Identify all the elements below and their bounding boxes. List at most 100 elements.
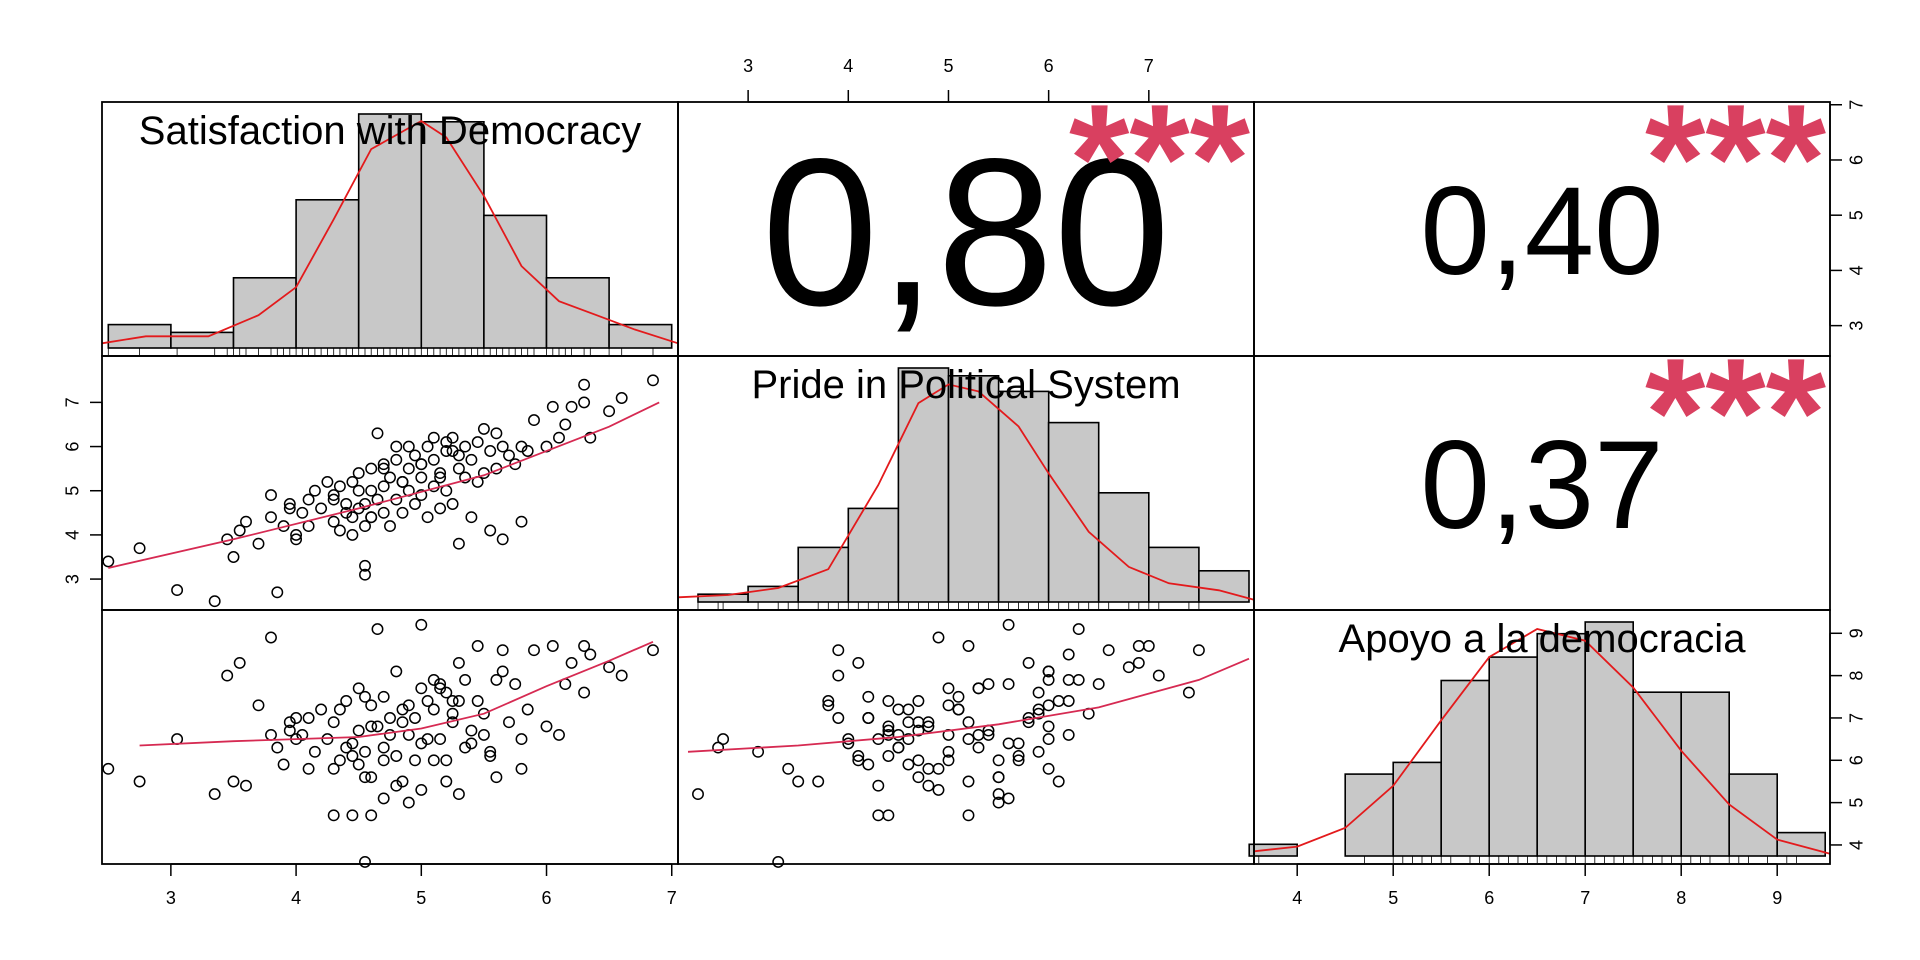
histogram-bar — [1728, 773, 1778, 857]
scatter-point — [415, 682, 428, 695]
scatter-point — [862, 712, 875, 724]
scatter-point — [832, 712, 845, 724]
scatter-point — [359, 690, 371, 703]
density-curve — [101, 119, 679, 345]
scatter-point — [446, 707, 459, 720]
scatter-point — [1182, 686, 1195, 699]
variable-label: Apoyo a la democracia — [1339, 617, 1747, 661]
scatter-point — [283, 502, 296, 515]
scatter-point — [852, 656, 865, 669]
scatter-point — [171, 584, 184, 597]
scatter-point — [932, 631, 945, 644]
scatter-point — [377, 462, 390, 475]
scatter-point — [1122, 661, 1135, 674]
scatter-point — [490, 427, 503, 440]
scatter-point — [346, 511, 359, 524]
tick-label: 6 — [63, 442, 83, 452]
scatter-point — [477, 728, 490, 741]
scatter-point — [1002, 737, 1015, 750]
scatter-point — [565, 400, 578, 413]
scatter-point — [528, 414, 540, 427]
scatter-point — [359, 568, 371, 581]
scatter-point — [942, 699, 955, 712]
scatter-point — [102, 762, 115, 775]
scatter-point — [902, 716, 915, 729]
loess-smooth-line — [139, 640, 654, 747]
scatter-point — [1072, 623, 1085, 636]
scatter-point — [1032, 745, 1045, 758]
tick-label: 8 — [1847, 671, 1867, 681]
scatter-point — [822, 699, 835, 712]
rug-marks — [1258, 856, 1797, 863]
scatter-point — [1042, 673, 1055, 686]
significance-stars: *** — [1645, 326, 1827, 499]
tick-label: 4 — [843, 56, 853, 76]
scatter-point — [396, 703, 409, 716]
scatter-point — [942, 745, 955, 758]
scatter-point — [352, 758, 365, 771]
scatter-point — [540, 720, 553, 733]
tick-label: 6 — [1847, 155, 1867, 165]
scatter-point — [559, 418, 572, 431]
scatter-point — [352, 484, 365, 497]
histogram-bar — [1148, 546, 1200, 603]
scatter-point — [872, 779, 885, 792]
rug-marks — [697, 602, 1200, 609]
scatter-point — [390, 750, 403, 762]
scatter-point — [265, 511, 277, 524]
scatter-point — [477, 422, 490, 435]
scatter-point — [772, 855, 785, 868]
scatter-point — [484, 750, 497, 762]
density-curve — [1253, 628, 1831, 855]
scatter-point — [982, 728, 995, 741]
scatter-point — [446, 695, 459, 707]
scatter-point — [340, 741, 353, 754]
scatter-point — [434, 682, 447, 695]
scatter-point — [415, 618, 428, 631]
scatter-point — [396, 716, 409, 729]
scatter-point — [459, 471, 472, 484]
scatter-point — [922, 762, 935, 775]
scatter-point — [240, 515, 252, 528]
scatter-point — [427, 673, 440, 686]
scatter-point — [396, 506, 409, 519]
scatter-point — [346, 528, 359, 541]
scatter-point — [471, 640, 484, 652]
histogram-bar — [1632, 691, 1682, 857]
scatter-point — [308, 484, 321, 497]
scatter-point — [340, 498, 353, 510]
scatter-point — [421, 511, 434, 524]
histogram-bar — [420, 121, 485, 349]
scatter-point — [333, 524, 346, 537]
scatter-point — [440, 754, 453, 767]
correlation-panel-1-2: 0,80*** — [762, 72, 1251, 350]
scatter-point — [1002, 792, 1015, 805]
scatter-point — [265, 728, 277, 741]
scatter-point — [647, 374, 659, 387]
scatter-point — [515, 733, 528, 746]
scatter-point — [528, 644, 540, 657]
scatter-point — [962, 733, 975, 746]
scatter-point — [421, 440, 434, 453]
scatter-point — [1052, 695, 1065, 707]
scatter-point — [308, 745, 321, 758]
scatter-point — [290, 533, 303, 546]
correlation-value: 0,40 — [1420, 162, 1663, 301]
scatter-point — [208, 788, 221, 801]
y-axis-apoyo-right: 4 5 6 7 8 9 — [1829, 628, 1867, 850]
tick-label: 7 — [1144, 56, 1154, 76]
scatter-point — [102, 555, 115, 568]
scatter-point — [1192, 644, 1205, 657]
scatter-point — [1042, 762, 1055, 775]
scatter-point — [421, 695, 434, 707]
histogram-bar — [1392, 761, 1442, 857]
histogram-bar — [1584, 621, 1634, 857]
scatter-point — [952, 690, 965, 703]
scatter-point — [922, 779, 935, 792]
scatter-point — [1062, 695, 1075, 707]
scatter-point — [365, 720, 378, 733]
scatter-point — [992, 754, 1005, 767]
scatter-point — [371, 720, 384, 733]
scatter-point — [496, 440, 509, 453]
significance-stars: *** — [1069, 72, 1251, 245]
